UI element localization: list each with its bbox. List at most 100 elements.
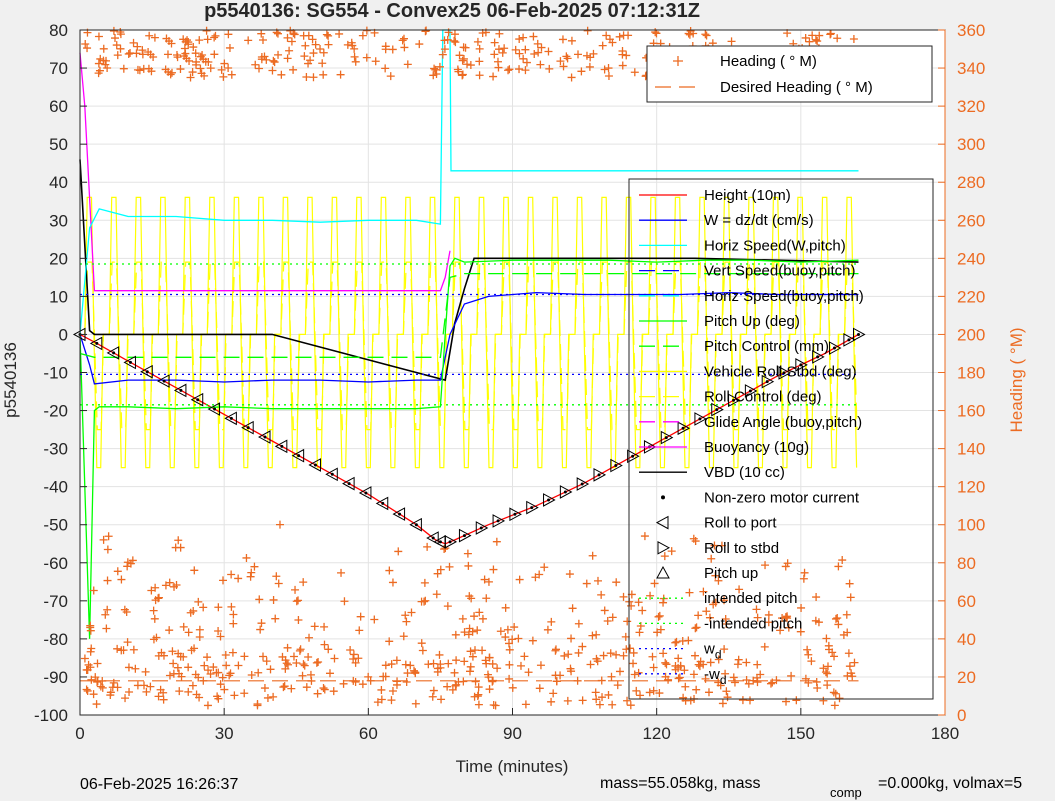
- heading-point: [203, 653, 212, 662]
- legend-heading-symbol: [673, 56, 683, 66]
- heading-point: [339, 679, 348, 688]
- motor-current-point: [438, 540, 442, 544]
- heading-point: [281, 664, 290, 673]
- heading-point: [745, 696, 754, 705]
- heading-point: [819, 696, 828, 705]
- motor-current-point: [330, 472, 334, 476]
- heading-point: [83, 44, 92, 53]
- heading-point: [214, 603, 223, 612]
- heading-point: [251, 60, 260, 69]
- y-tick-label: 50: [49, 135, 68, 154]
- heading-point: [273, 29, 282, 38]
- legend-tri-left-symbol: [655, 515, 669, 530]
- heading-point: [117, 646, 126, 655]
- heading-point: [381, 45, 390, 54]
- motor-current-point: [162, 379, 166, 383]
- heading-point: [159, 695, 168, 704]
- motor-current-point: [847, 338, 851, 342]
- heading-point: [147, 67, 156, 76]
- heading-point: [475, 608, 484, 617]
- legend-label-subscript: d: [720, 673, 727, 687]
- heading-point: [362, 26, 371, 35]
- y-right-tick-label: 200: [957, 325, 985, 344]
- heading-point: [674, 674, 683, 683]
- heading-point: [116, 44, 125, 53]
- heading-point: [619, 592, 628, 601]
- heading-point: [96, 682, 105, 691]
- heading-point: [608, 613, 617, 622]
- heading-point: [124, 663, 133, 672]
- heading-point: [214, 668, 223, 677]
- heading-point: [188, 68, 197, 77]
- heading-point: [320, 640, 329, 649]
- heading-point: [591, 688, 600, 697]
- heading-point: [351, 658, 360, 667]
- heading-point: [192, 60, 201, 69]
- heading-point: [722, 687, 731, 696]
- y-tick-label: -40: [43, 478, 68, 497]
- heading-point: [172, 580, 181, 589]
- heading-point: [448, 685, 457, 694]
- y-right-tick-label: 60: [957, 592, 976, 611]
- heading-point: [711, 598, 720, 607]
- x-axis-label: Time (minutes): [456, 757, 569, 776]
- roll-port-marker: [342, 476, 355, 491]
- heading-point: [312, 658, 321, 667]
- heading-point: [559, 62, 568, 71]
- heading-point: [833, 34, 842, 43]
- heading-point: [275, 520, 284, 529]
- heading-point: [466, 667, 475, 676]
- heading-point: [350, 52, 359, 61]
- heading-point: [685, 30, 694, 39]
- heading-point: [599, 651, 608, 660]
- heading-point: [200, 661, 209, 670]
- heading-point: [519, 54, 528, 63]
- heading-point: [311, 40, 320, 49]
- y-tick-label: 10: [49, 287, 68, 306]
- heading-point: [319, 684, 328, 693]
- heading-point: [429, 659, 438, 668]
- heading-point: [723, 693, 732, 702]
- motor-current-point: [431, 536, 435, 540]
- x-tick-label: 150: [787, 724, 815, 743]
- heading-point: [671, 638, 680, 647]
- heading-point: [744, 679, 753, 688]
- heading-point: [209, 663, 218, 672]
- roll-port-marker: [89, 336, 103, 351]
- heading-point: [289, 65, 298, 74]
- heading-point: [473, 37, 482, 46]
- heading-point: [300, 52, 309, 61]
- heading-point: [604, 690, 613, 699]
- roll-port-marker: [325, 467, 338, 482]
- roll-port-marker: [257, 430, 271, 444]
- heading-point: [582, 579, 591, 588]
- heading-point: [733, 660, 742, 669]
- heading-point: [706, 658, 715, 667]
- heading-point: [692, 623, 701, 632]
- heading-point: [433, 664, 442, 673]
- chart-title: p5540136: SG554 - Convex25 06-Feb-2025 0…: [204, 0, 700, 22]
- heading-point: [343, 40, 352, 49]
- heading-point: [268, 66, 277, 75]
- heading-point: [294, 596, 303, 605]
- heading-point: [296, 645, 305, 654]
- heading-point: [141, 667, 150, 676]
- heading-point: [224, 64, 233, 73]
- heading-point: [195, 693, 204, 702]
- heading-point: [823, 662, 832, 671]
- heading-point: [220, 59, 229, 68]
- heading-point: [533, 39, 542, 48]
- heading-point: [80, 654, 89, 663]
- heading-point: [227, 602, 236, 611]
- heading-point: [842, 610, 851, 619]
- heading-point: [729, 673, 738, 682]
- heading-point: [800, 568, 809, 577]
- legend-main-label: Pitch Control (mm): [704, 338, 829, 355]
- roll-port-marker: [207, 402, 221, 416]
- heading-point: [151, 583, 160, 592]
- heading-point: [489, 72, 498, 81]
- heading-point: [203, 701, 212, 710]
- heading-point: [89, 690, 98, 699]
- heading-point: [377, 685, 386, 694]
- heading-point: [247, 671, 256, 680]
